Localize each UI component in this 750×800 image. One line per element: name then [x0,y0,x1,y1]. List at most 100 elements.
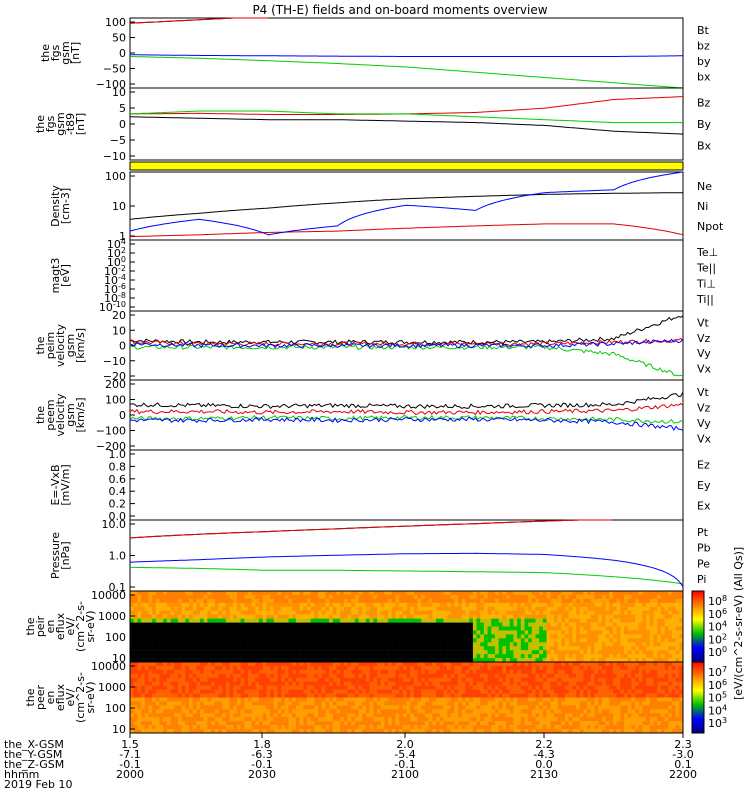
heatmap-cell [646,622,651,627]
heatmap-cell [218,701,223,706]
heatmap-cell [214,713,219,718]
heatmap-cell [277,654,282,659]
heatmap-cell [277,602,282,607]
heatmap-cell [539,591,544,596]
heatmap-cell [542,729,547,734]
y-tick-label: 100 [105,16,126,29]
heatmap-cell [141,662,146,667]
heatmap-cell [203,729,208,734]
heatmap-cell [141,646,146,651]
heatmap-cell [472,622,477,627]
heatmap-cell [483,642,488,647]
heatmap-cell [303,658,308,663]
heatmap-cell [163,602,168,607]
heatmap-cell [214,693,219,698]
heatmap-cell [152,614,157,619]
heatmap-cell [373,606,378,611]
heatmap-cell [436,721,440,726]
heatmap-cell [340,610,345,615]
heatmap-cell [384,630,389,635]
heatmap-cell [163,725,168,730]
heatmap-cell [189,681,193,686]
heatmap-cell [436,669,440,675]
heatmap-cell [303,713,308,718]
heatmap-cell [568,634,573,639]
heatmap-cell [620,622,625,627]
heatmap-cell [406,717,411,722]
heatmap-cell [476,662,481,667]
heatmap-cell [299,654,304,659]
heatmap-cell [251,729,256,734]
heatmap-cell [598,658,603,663]
heatmap-cell [480,618,485,623]
heatmap-cell [380,622,385,627]
heatmap-cell [402,705,407,710]
heatmap-cell [513,709,518,714]
heatmap-cell [240,618,245,623]
heatmap-cell [506,721,510,726]
heatmap-cell [458,591,463,596]
series-line [129,414,684,424]
heatmap-cell [351,729,356,734]
heatmap-cell [458,650,463,655]
heatmap-cell [506,669,510,675]
heatmap-cell [200,646,204,651]
heatmap-cell [307,662,311,667]
heatmap-cell [483,654,488,659]
heatmap-cell [314,614,319,619]
heatmap-cell [181,665,186,671]
heatmap-cell [141,705,146,710]
heatmap-cell [579,594,584,600]
heatmap-cell [314,697,319,702]
heatmap-cell [406,654,411,659]
heatmap-cell [561,658,566,663]
heatmap-cell [605,618,610,623]
heatmap-cell [528,669,533,675]
heatmap-cell [373,626,378,631]
heatmap-cell [388,685,393,690]
heatmap-cell [668,654,673,659]
heatmap-cell [509,701,514,706]
heatmap-cell [281,638,286,643]
heatmap-cell [642,622,647,627]
heatmap-cell [377,662,381,667]
heatmap-cell [281,685,286,690]
heatmap-cell [329,594,334,600]
heatmap-cell [170,606,175,611]
heatmap-cell [166,602,171,607]
heatmap-cell [133,677,138,682]
heatmap-cell [469,705,474,710]
heatmap-cell [406,642,411,647]
heatmap-cell [439,650,444,655]
heatmap-cell [472,610,477,615]
heatmap-cell [166,685,171,690]
heatmap-cell [561,598,566,604]
heatmap-cell [332,717,337,722]
heatmap-cell [454,709,459,714]
heatmap-cell [509,662,514,667]
heatmap-cell [388,618,393,623]
heatmap-cell [277,650,282,655]
heatmap-cell [281,721,286,726]
heatmap-cell [354,658,359,663]
heatmap-cell [365,709,370,714]
heatmap-cell [177,685,182,690]
heatmap-cell [542,658,547,663]
heatmap-cell [148,681,153,686]
heatmap-cell [189,622,193,627]
heatmap-cell [159,729,164,734]
heatmap-cell [443,602,448,607]
heatmap-cell [528,614,533,619]
heatmap-cell [480,658,485,663]
heatmap-cell [535,697,540,702]
heatmap-cell [531,638,536,643]
heatmap-cell [436,693,440,698]
heatmap-cell [259,673,263,678]
heatmap-cell [561,610,566,615]
heatmap-cell [166,693,171,698]
heatmap-cell [491,591,496,596]
heatmap-cell [495,681,499,686]
heatmap-cell [225,602,230,607]
heatmap-cell [192,602,197,607]
